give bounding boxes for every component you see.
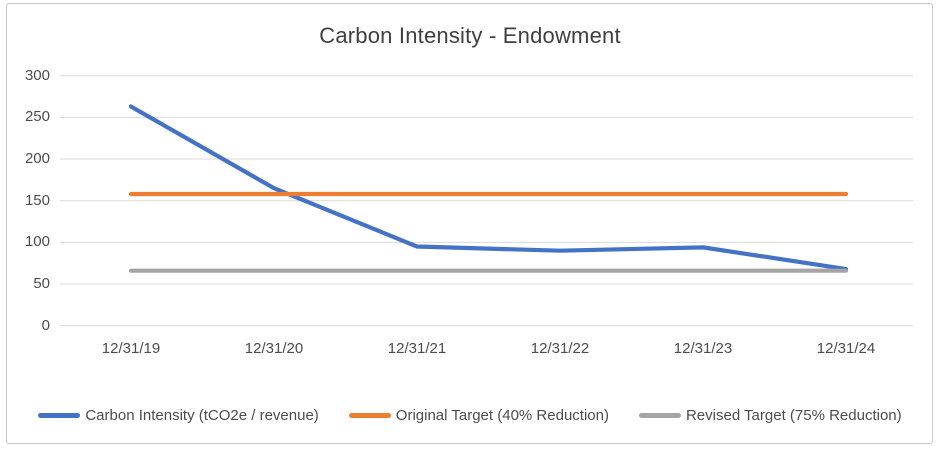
legend-label: Original Target (40% Reduction)	[395, 407, 609, 424]
chart-frame	[6, 3, 933, 444]
legend-label: Carbon Intensity (tCO2e / revenue)	[85, 407, 319, 424]
chart-title: Carbon Intensity - Endowment	[319, 23, 621, 48]
legend-marker-line	[638, 413, 681, 418]
legend-marker-line	[38, 413, 81, 418]
series-line-0	[128, 104, 849, 272]
legend-item: Original Target (40% Reduction)	[348, 407, 609, 424]
legend-marker-line	[348, 413, 391, 418]
legend-item: Carbon Intensity (tCO2e / revenue)	[38, 407, 319, 424]
chart-legend: Carbon Intensity (tCO2e / revenue) Origin…	[6, 407, 934, 424]
legend-item: Revised Target (75% Reduction)	[638, 407, 902, 424]
legend-label: Revised Target (75% Reduction)	[685, 407, 902, 424]
